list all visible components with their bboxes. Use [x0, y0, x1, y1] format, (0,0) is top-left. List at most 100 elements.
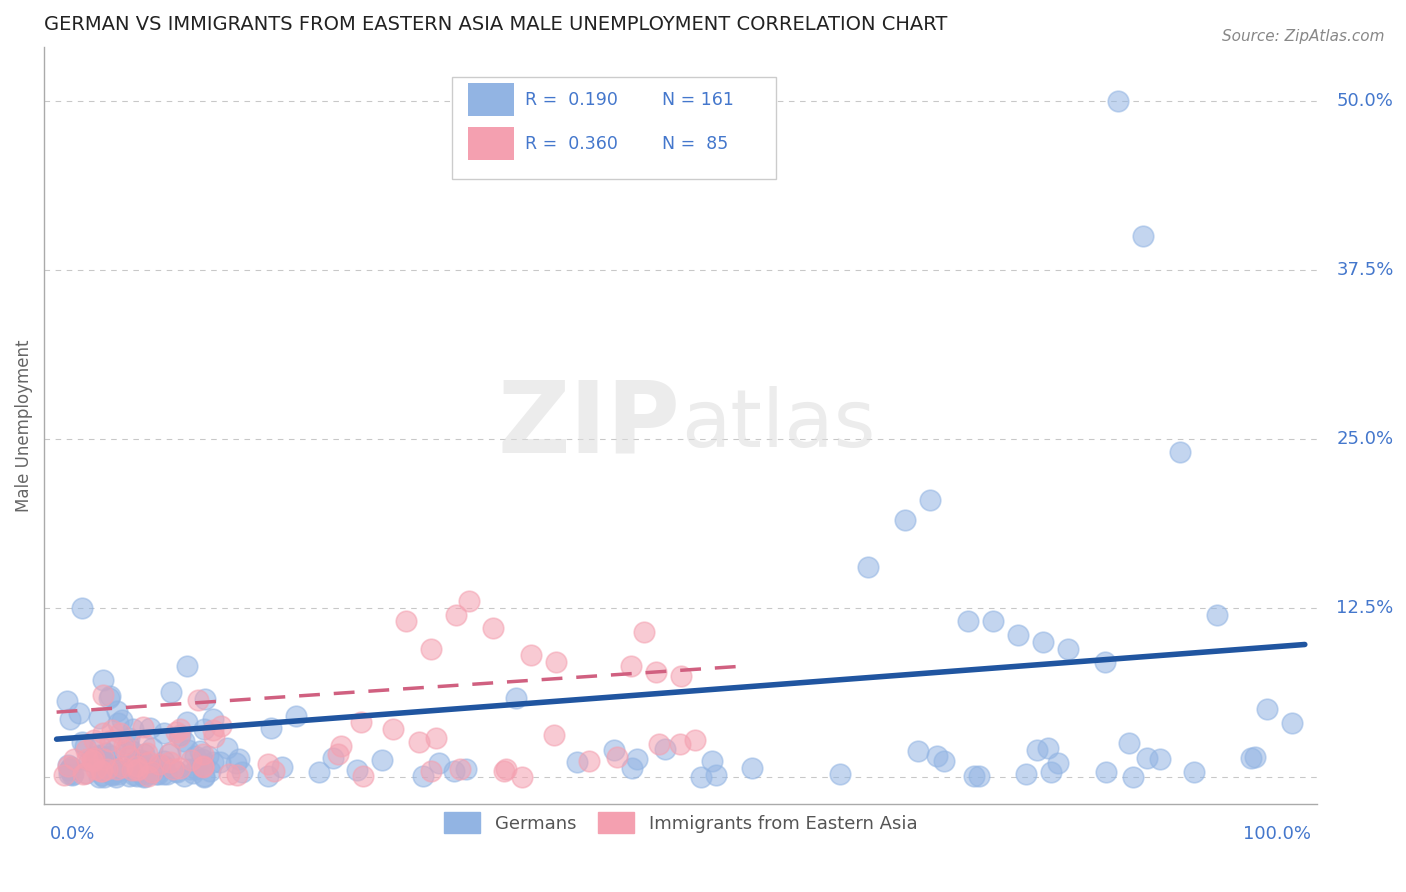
Point: [90, 768, 112, 782]
Point: [963, 769, 986, 783]
Point: [159, 755, 181, 769]
Point: [1168, 445, 1191, 459]
Point: [981, 615, 1004, 629]
Point: [505, 690, 527, 705]
Point: [1118, 736, 1140, 750]
Text: Source: ZipAtlas.com: Source: ZipAtlas.com: [1222, 29, 1385, 44]
Point: [58, 758, 80, 772]
Point: [188, 744, 211, 758]
Point: [495, 762, 517, 776]
Point: [107, 715, 129, 730]
Point: [187, 693, 209, 707]
Point: [132, 754, 155, 768]
Point: [117, 758, 139, 772]
Point: [193, 769, 215, 783]
Point: [75, 739, 97, 753]
Point: [201, 712, 224, 726]
Point: [184, 749, 207, 764]
Text: N = 161: N = 161: [662, 91, 734, 109]
Point: [260, 721, 283, 735]
Point: [53, 768, 76, 782]
Point: [1095, 765, 1118, 780]
Point: [131, 720, 153, 734]
Point: [83, 732, 105, 747]
Point: [80, 753, 103, 767]
Point: [75, 765, 97, 780]
Point: [1056, 641, 1078, 656]
Point: [93, 770, 115, 784]
Point: [1243, 750, 1265, 764]
Point: [70, 601, 93, 615]
Point: [105, 762, 128, 776]
Text: ZIP: ZIP: [498, 377, 681, 474]
Point: [83, 751, 105, 765]
Point: [100, 748, 122, 763]
Point: [118, 731, 141, 745]
Point: [60, 767, 83, 781]
Point: [346, 764, 368, 778]
Point: [330, 739, 353, 753]
Point: [129, 759, 152, 773]
Point: [620, 761, 643, 775]
Point: [93, 673, 115, 688]
Point: [135, 747, 157, 761]
Point: [121, 722, 143, 736]
Point: [121, 764, 143, 778]
Point: [97, 691, 120, 706]
Point: [179, 762, 201, 776]
Point: [1025, 743, 1047, 757]
Point: [173, 769, 195, 783]
Point: [934, 754, 956, 768]
Point: [218, 767, 240, 781]
Text: 37.5%: 37.5%: [1336, 260, 1393, 279]
Point: [89, 711, 111, 725]
Point: [620, 659, 643, 673]
Point: [700, 755, 723, 769]
Point: [72, 767, 94, 781]
Point: [828, 767, 851, 781]
Point: [201, 723, 224, 738]
Point: [454, 762, 477, 776]
Point: [202, 730, 225, 744]
Point: [578, 754, 600, 768]
Point: [165, 764, 187, 779]
Point: [169, 761, 191, 775]
Point: [907, 744, 929, 758]
Text: 50.0%: 50.0%: [1336, 92, 1393, 110]
Point: [257, 756, 280, 771]
Point: [98, 734, 121, 748]
Point: [654, 741, 676, 756]
Point: [1036, 741, 1059, 756]
Point: [98, 689, 121, 703]
Point: [90, 764, 112, 778]
Point: [166, 765, 188, 780]
Point: [1149, 752, 1171, 766]
Text: GERMAN VS IMMIGRANTS FROM EASTERN ASIA MALE UNEMPLOYMENT CORRELATION CHART: GERMAN VS IMMIGRANTS FROM EASTERN ASIA M…: [44, 15, 948, 34]
Point: [124, 768, 146, 782]
Point: [91, 688, 114, 702]
Point: [191, 752, 214, 766]
Point: [510, 770, 533, 784]
Point: [89, 748, 111, 763]
Point: [201, 755, 224, 769]
Point: [94, 760, 117, 774]
Point: [633, 625, 655, 640]
Point: [217, 740, 239, 755]
Point: [127, 758, 149, 772]
Point: [152, 766, 174, 780]
Point: [55, 694, 77, 708]
Point: [1094, 655, 1116, 669]
Point: [101, 767, 124, 781]
Point: [105, 770, 128, 784]
Point: [96, 746, 118, 760]
Point: [146, 767, 169, 781]
Text: 12.5%: 12.5%: [1336, 599, 1393, 617]
Point: [125, 769, 148, 783]
Point: [1182, 765, 1205, 780]
Point: [1132, 229, 1154, 244]
Point: [108, 764, 131, 778]
Point: [127, 753, 149, 767]
Point: [225, 756, 247, 770]
Point: [420, 641, 443, 656]
Point: [419, 764, 441, 778]
